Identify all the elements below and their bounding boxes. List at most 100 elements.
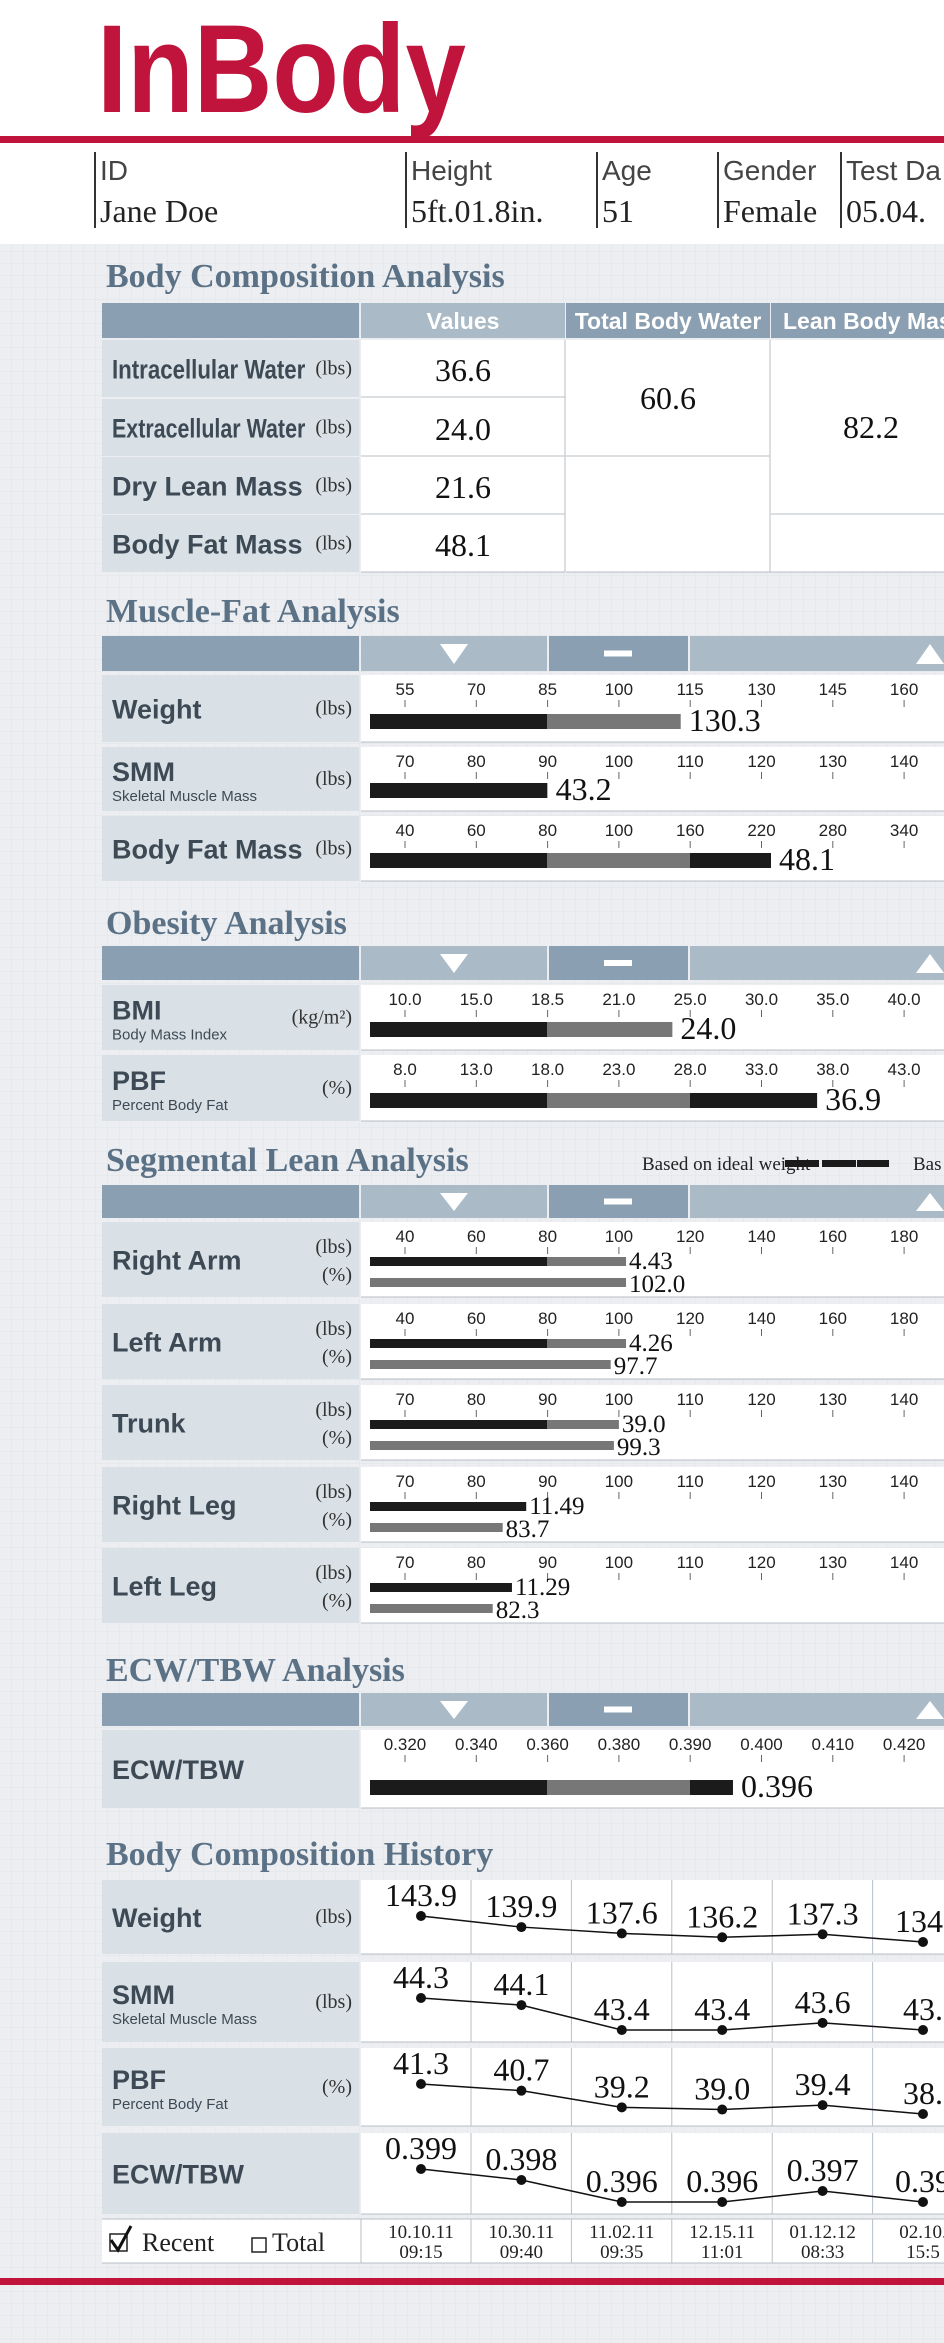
chart-cell [361, 675, 944, 742]
lean-body-mass: 82.2 [843, 409, 899, 445]
unit: (lbs) [315, 358, 352, 380]
option-label[interactable]: Total [272, 2228, 325, 2257]
bar [370, 1604, 493, 1613]
bar-value: 24.0 [680, 1010, 736, 1046]
bar-value: 82.3 [496, 1597, 540, 1624]
scale-label: 100 [605, 1227, 633, 1246]
bar-value: 11.49 [529, 1493, 584, 1520]
scale-label: 38.0 [816, 1060, 849, 1079]
legend-label: Bas [913, 1154, 942, 1175]
scale-label: 33.0 [745, 1060, 778, 1079]
label-cell [102, 1548, 359, 1623]
point-label: 43.4 [694, 1991, 750, 2027]
scale-label: 90 [538, 1472, 557, 1491]
scale-label: 40 [396, 821, 415, 840]
row-label: Weight [112, 695, 202, 725]
time-label: 08:33 [801, 2242, 844, 2263]
field-value: Jane Doe [100, 193, 218, 229]
unit: (lbs) [315, 1481, 352, 1503]
point-label: 39.2 [594, 2068, 650, 2104]
under-icon [440, 1193, 468, 1211]
date-label: 10.10.11 [388, 2222, 454, 2243]
unit: (lbs) [315, 1906, 352, 1928]
scale-label: 140 [890, 1472, 918, 1491]
scale-label: 145 [819, 680, 847, 699]
field-value: 05.04. [846, 193, 926, 229]
label-cell [102, 1467, 359, 1542]
header-cell [102, 1693, 359, 1726]
scale-label: 140 [890, 752, 918, 771]
unit: (%) [322, 1264, 352, 1286]
unit: (%) [322, 1590, 352, 1612]
option-label[interactable]: Recent [142, 2228, 215, 2257]
point-label: 137.3 [787, 1895, 859, 1931]
scale-label: 140 [747, 1309, 775, 1328]
scale-label: 0.400 [740, 1735, 783, 1754]
field-label: Age [602, 155, 652, 186]
scale-label: 100 [605, 1472, 633, 1491]
scale-label: 100 [605, 680, 633, 699]
scale-label: 100 [605, 1309, 633, 1328]
label-cell [102, 2048, 359, 2126]
point-label: 40.7 [493, 2052, 549, 2088]
scale-label: 40.0 [888, 990, 921, 1009]
row-sublabel: Percent Body Fat [112, 2096, 229, 2113]
point-label: 43. [903, 1991, 943, 2027]
data-point [516, 2000, 527, 2011]
checkbox[interactable] [251, 2237, 267, 2253]
unit: (lbs) [315, 475, 352, 497]
normal-icon [604, 1706, 632, 1713]
data-point [416, 2164, 426, 2174]
date-label: 12.15.11 [689, 2222, 755, 2243]
row-label: Right Leg [112, 1491, 236, 1521]
row-label: Body Fat Mass [112, 530, 303, 560]
chart-cell [361, 816, 944, 881]
scale-label: 15.0 [460, 990, 493, 1009]
scale-label: 120 [747, 1472, 775, 1491]
data-point [918, 1937, 928, 1947]
time-label: 11:01 [701, 2242, 744, 2263]
scale-label: 85 [538, 680, 557, 699]
table-value: 24.0 [435, 411, 491, 447]
scale-label: 90 [538, 1390, 557, 1409]
scale-label: 80 [467, 1472, 486, 1491]
chart-cell [361, 1962, 944, 2042]
bar-value: 4.26 [629, 1330, 673, 1357]
point-label: 44.3 [393, 1959, 449, 1995]
scale-label: 0.410 [812, 1735, 855, 1754]
row-sublabel: Body Mass Index [112, 1027, 228, 1044]
data-point [717, 2025, 728, 2035]
bar [370, 1420, 619, 1429]
scale-label: 130 [819, 1553, 847, 1572]
over-icon [916, 954, 944, 973]
scale-label: 160 [819, 1227, 847, 1246]
unit: (kg/m²) [292, 1007, 352, 1029]
data-point [817, 1929, 828, 1940]
legend-label: Based on ideal weight [642, 1154, 811, 1175]
label-cell [102, 1962, 359, 2042]
bar [370, 1360, 611, 1369]
scale-label: 130 [819, 1390, 847, 1409]
trend-line [420, 2083, 924, 2115]
header-cell [361, 303, 565, 338]
logo: InBody [97, 0, 466, 139]
header-cell [102, 1185, 359, 1218]
row-label: SMM [112, 1980, 175, 2010]
over-icon [916, 644, 944, 664]
bar-value: 130.3 [689, 702, 761, 738]
bar-value: 4.43 [629, 1248, 673, 1275]
normal-icon [604, 650, 632, 657]
bar-value: 83.7 [506, 1516, 550, 1543]
scale-label: 18.0 [531, 1060, 564, 1079]
under-icon [440, 644, 468, 664]
row-label: Left Arm [112, 1328, 222, 1358]
column-header: Values [427, 308, 500, 334]
data-point [416, 1993, 426, 2003]
column-header: Lean Body Mas [783, 308, 944, 334]
scale-label: 70 [396, 752, 415, 771]
scale-label: 160 [890, 680, 918, 699]
scale-label: 25.0 [674, 990, 707, 1009]
data-point [416, 1911, 426, 1921]
scale-label: 120 [747, 1553, 775, 1572]
